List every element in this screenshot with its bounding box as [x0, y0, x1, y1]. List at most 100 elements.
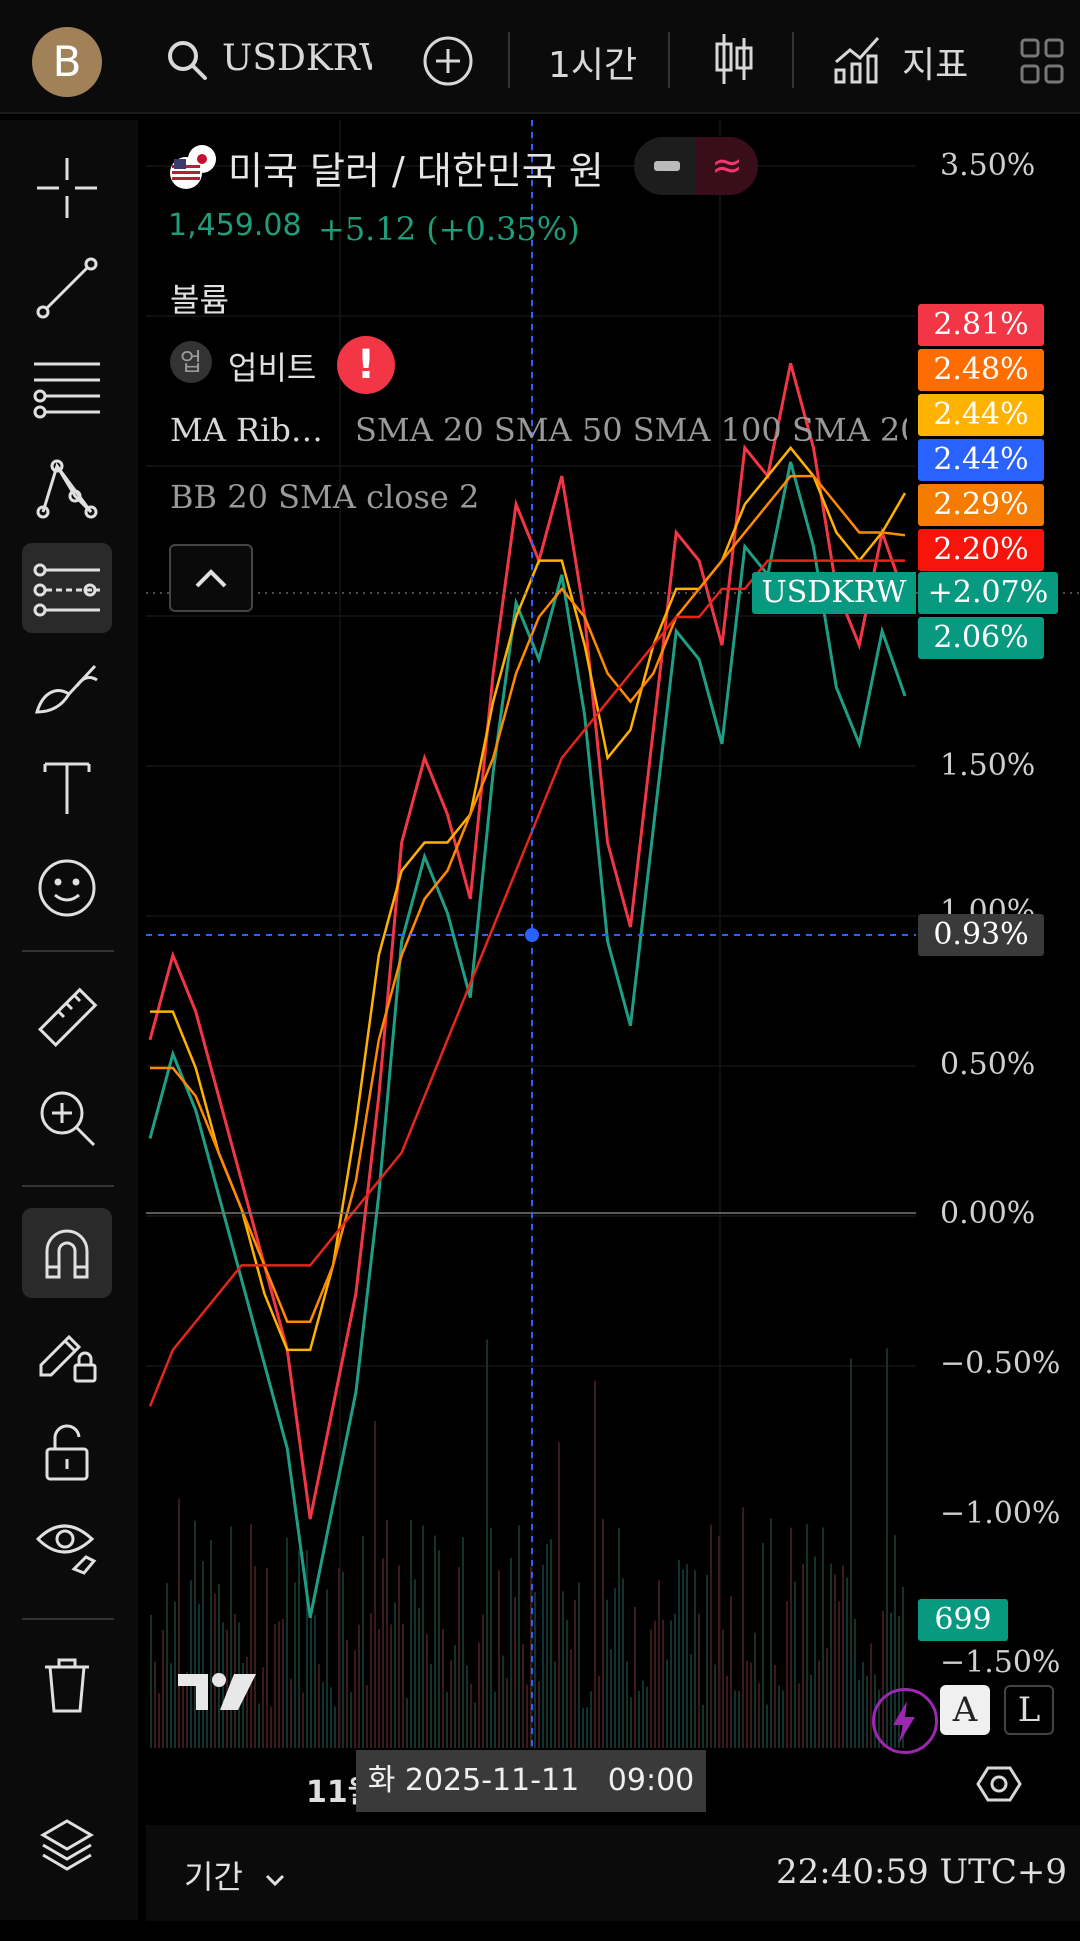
lock-drawings-icon[interactable] — [22, 1308, 112, 1398]
candlestick-icon[interactable] — [712, 32, 756, 90]
price-chart-canvas[interactable] — [146, 120, 1080, 1920]
hide-drawings-icon[interactable] — [22, 1500, 112, 1590]
minimize-icon[interactable] — [654, 161, 680, 171]
brush-tool-icon[interactable] — [22, 643, 112, 733]
layers-icon[interactable] — [22, 1800, 112, 1890]
volume-bar — [890, 1612, 892, 1748]
warning-icon[interactable]: ! — [337, 336, 395, 394]
volume-bar — [306, 1550, 308, 1748]
volume-bar — [602, 1518, 604, 1748]
volume-bar — [398, 1565, 400, 1748]
symbol-title[interactable]: 미국 달러 / 대한민국 원 — [228, 149, 604, 193]
volume-bar — [898, 1616, 900, 1748]
divider — [792, 32, 794, 88]
unlock-icon[interactable] — [22, 1408, 112, 1498]
volume-bar — [758, 1682, 760, 1748]
text-tool-icon[interactable] — [22, 743, 112, 833]
volume-bar — [274, 1624, 276, 1748]
volume-bar — [738, 1690, 740, 1748]
volume-bar — [558, 1442, 560, 1748]
volume-bar — [326, 1589, 328, 1748]
volume-bar — [894, 1535, 896, 1748]
volume-bar — [294, 1582, 296, 1748]
volume-bar — [802, 1563, 804, 1748]
symbol-search-field[interactable]: USDKRW — [222, 38, 372, 79]
volume-bar — [646, 1686, 648, 1748]
volume-bar — [498, 1570, 500, 1748]
search-icon[interactable] — [165, 38, 209, 86]
volume-bar — [626, 1661, 628, 1748]
chart-settings-icon[interactable] — [976, 1764, 1022, 1808]
log-scale-button[interactable]: L — [1004, 1685, 1054, 1735]
volume-bar — [806, 1524, 808, 1748]
volume-bar — [846, 1577, 848, 1748]
volume-bar — [834, 1574, 836, 1748]
period-dropdown[interactable]: 기간 — [184, 1852, 287, 1898]
lower-band-line — [148, 461, 907, 1619]
volume-bar — [286, 1537, 288, 1748]
lightning-icon[interactable] — [872, 1688, 938, 1754]
add-symbol-icon[interactable] — [422, 35, 474, 91]
collapse-legend-button[interactable] — [169, 544, 253, 612]
volume-bar — [754, 1632, 756, 1748]
price-tag: 2.48% — [918, 349, 1044, 391]
volume-bar — [522, 1644, 524, 1748]
volume-bar — [382, 1558, 384, 1748]
bollinger-bands-label[interactable]: BB 20 SMA close 2 — [170, 478, 480, 516]
magnet-icon[interactable] — [22, 1208, 112, 1298]
compare-icon[interactable]: ≈ — [696, 137, 758, 195]
volume-bar — [818, 1660, 820, 1748]
volume-bar — [794, 1581, 796, 1748]
zoom-in-icon[interactable] — [22, 1073, 112, 1163]
volume-bar — [330, 1687, 332, 1748]
exchange-name[interactable]: 업비트 — [228, 349, 317, 387]
volume-bar — [458, 1567, 460, 1748]
volume-bar — [354, 1650, 356, 1748]
tradingview-logo[interactable] — [176, 1670, 258, 1718]
price-change: +5.12 (+0.35%) — [318, 210, 580, 248]
volume-bar — [322, 1682, 324, 1748]
layout-grid-icon[interactable] — [1020, 38, 1064, 88]
crosshair-tool-icon[interactable] — [22, 143, 112, 233]
trash-icon[interactable] — [22, 1640, 112, 1730]
volume-bar — [430, 1663, 432, 1748]
volume-bar — [418, 1607, 420, 1748]
interval-button[interactable]: 1시간 — [548, 45, 638, 86]
volume-bar — [574, 1599, 576, 1748]
indicators-icon[interactable] — [832, 32, 882, 88]
volume-bar — [734, 1690, 736, 1748]
volume-bar — [438, 1550, 440, 1748]
ruler-tool-icon[interactable] — [22, 973, 112, 1063]
volume-bar — [474, 1702, 476, 1748]
emoji-tool-icon[interactable] — [22, 843, 112, 933]
divider — [508, 32, 510, 88]
volume-bar — [578, 1582, 580, 1748]
ma-ribbon-label[interactable]: MA Rib… — [170, 411, 323, 449]
pattern-tool-icon[interactable] — [22, 443, 112, 533]
volume-bar — [214, 1593, 216, 1748]
volume-bar — [182, 1685, 184, 1748]
indicators-label[interactable]: 지표 — [902, 45, 969, 86]
volume-bar — [822, 1527, 824, 1748]
volume-bar — [842, 1565, 844, 1748]
fib-retracement-tool-icon[interactable] — [22, 343, 112, 433]
volume-bar — [814, 1556, 816, 1748]
volume-bar — [462, 1536, 464, 1748]
ma-ribbon-values: SMA 20 SMA 50 SMA 100 SMA 20 — [355, 411, 907, 449]
clock-timezone[interactable]: 22:40:59 UTC+9 — [776, 1852, 1067, 1892]
volume-bar — [850, 1358, 852, 1748]
volume-legend-label[interactable]: 볼륨 — [170, 281, 229, 319]
volume-bar — [334, 1706, 336, 1748]
legend-toggle[interactable]: ≈ — [634, 137, 758, 195]
trend-line-tool-icon[interactable] — [22, 243, 112, 333]
projection-tool-icon[interactable] — [22, 543, 112, 633]
volume-bar — [770, 1518, 772, 1748]
volume-bar — [514, 1596, 516, 1748]
volume-bar — [658, 1580, 660, 1748]
user-avatar[interactable]: B — [32, 27, 102, 97]
volume-bar — [158, 1693, 160, 1748]
auto-scale-button[interactable]: A — [940, 1685, 990, 1735]
volume-bar — [586, 1707, 588, 1748]
volume-bar — [518, 1525, 520, 1748]
crosshair-price-tag: 0.93% — [918, 914, 1044, 956]
